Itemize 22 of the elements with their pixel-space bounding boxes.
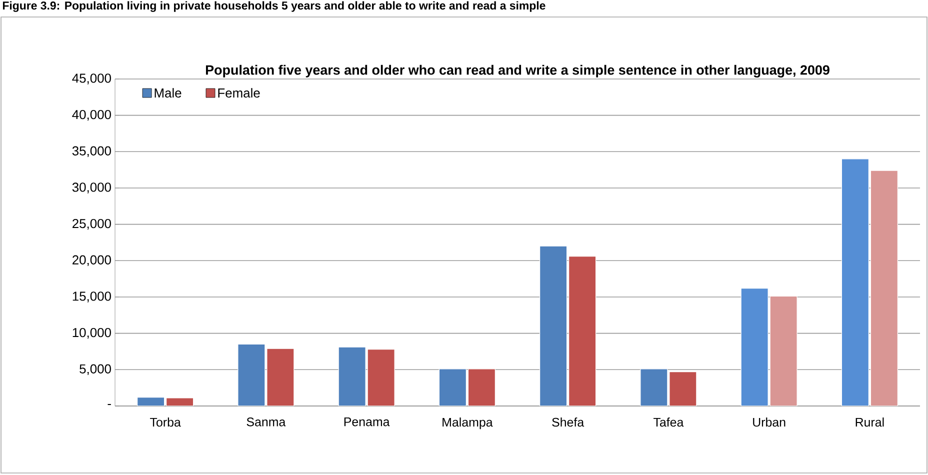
x-tick-label: Urban — [753, 417, 786, 427]
legend-label: Male — [154, 88, 182, 98]
x-tick-label: Rural — [856, 417, 884, 427]
caption: Figure 3.9: Population living in private households 5 years and older able to write and read a simple — [2, 1, 546, 12]
y-tick-label: 35,000 — [72, 146, 111, 157]
x-tick-label: Shefa — [552, 417, 584, 427]
x-tick-label: Penama — [344, 418, 390, 426]
y-tick-label: 45,000 — [72, 74, 111, 84]
y-tick-label: 25,000 — [72, 218, 111, 230]
y-tick-label: 30,000 — [72, 182, 111, 194]
chart-title: Population five years and older who can read and write a simple sentence in other language, 2009 — [206, 64, 830, 78]
y-tick-label: - — [108, 404, 111, 406]
y-tick-label: 15,000 — [72, 292, 111, 302]
x-tick-label: Torba — [150, 417, 181, 427]
x-tick-label: Tafea — [653, 418, 684, 427]
x-tick-label: Malampa — [442, 417, 493, 430]
y-tick-label: 5,000 — [80, 364, 111, 375]
y-tick-label: 10,000 — [72, 328, 111, 339]
legend-label: Female — [218, 88, 260, 98]
y-tick-label: 40,000 — [72, 110, 111, 121]
y-tick-label: 20,000 — [72, 255, 111, 266]
x-tick-label: Sanma — [246, 418, 286, 426]
